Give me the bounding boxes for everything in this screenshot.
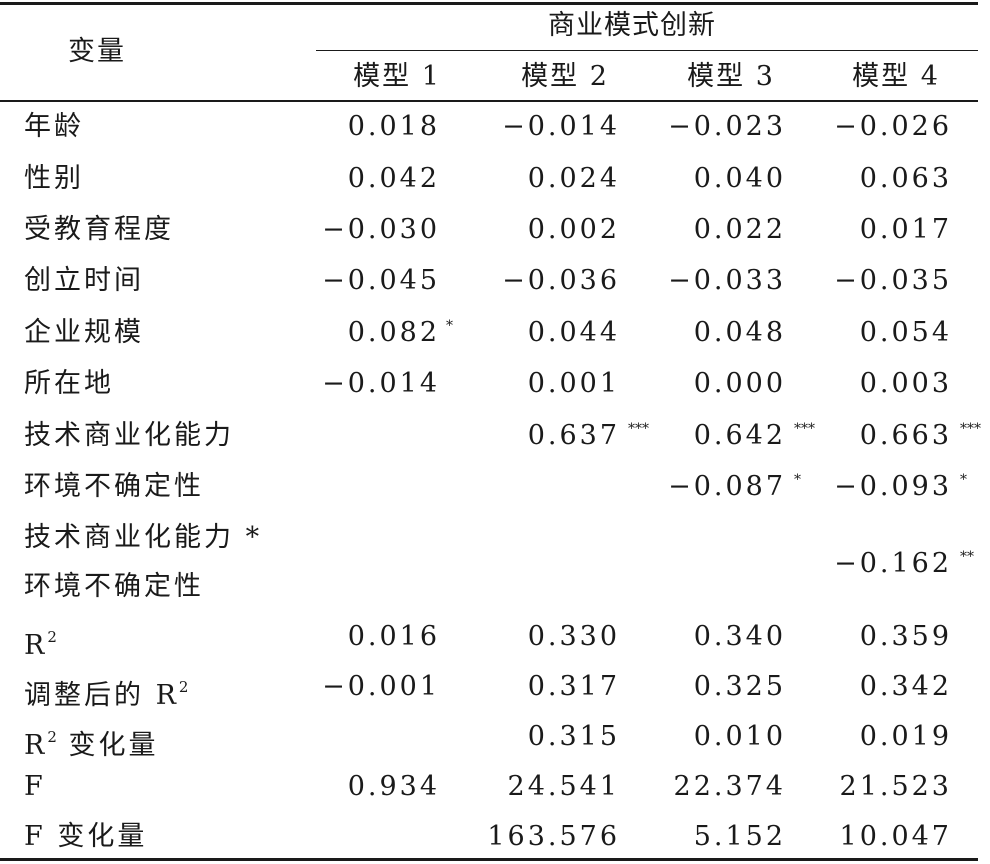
row-label-text: 环境不确定性 [24, 471, 204, 502]
row-label: R2 变化量 [24, 720, 158, 763]
row-label: 性别 [24, 162, 84, 196]
row-label: 调整后的 R2 [24, 670, 188, 713]
row-label-line2: 环境不确定性 [24, 571, 204, 602]
row-label-superscript: 2 [47, 628, 57, 646]
row-label-text: R [24, 730, 48, 761]
table-cell: −0.045 [322, 265, 440, 296]
model-header: 模型 2 [521, 61, 609, 92]
table-cell: 0.359 [859, 621, 952, 652]
table-cell: 0.040 [693, 163, 786, 194]
table-cell: 0.024 [527, 163, 620, 194]
significance-marker: *** [960, 421, 981, 437]
table-cell: 0.934 [347, 771, 440, 802]
group-underline [316, 50, 978, 51]
table-cell: 0.317 [527, 671, 620, 702]
row-label-text: 年龄 [24, 111, 84, 142]
row-label: 环境不确定性 [24, 470, 204, 504]
row-label-text: 调整后的 R [24, 680, 179, 711]
row-label-text: 企业规模 [24, 317, 144, 348]
variable-header: 变量 [68, 36, 126, 67]
table-cell: 22.374 [673, 771, 786, 802]
table-cell: 0.018 [347, 111, 440, 142]
table-cell: −0.162 [834, 548, 952, 579]
table-cell: 0.016 [347, 621, 440, 652]
header-rule [0, 100, 978, 102]
significance-marker: *** [794, 421, 815, 437]
table-cell: 0.000 [693, 368, 786, 399]
row-label-text: 技术商业化能力 [24, 420, 234, 451]
row-label: F 变化量 [24, 820, 147, 854]
row-label-text: 性别 [24, 163, 84, 194]
table-cell: −0.001 [322, 671, 440, 702]
row-label-superscript: 2 [178, 678, 189, 696]
table-cell: −0.035 [834, 265, 952, 296]
top-rule [0, 2, 978, 5]
table-cell: −0.030 [322, 214, 440, 245]
table-cell: 0.342 [859, 671, 952, 702]
table-cell: 0.663 [859, 420, 952, 451]
table-cell: −0.023 [668, 111, 786, 142]
table-cell: 0.042 [347, 163, 440, 194]
table-cell: 0.044 [527, 317, 620, 348]
row-label: 所在地 [24, 367, 114, 401]
table-cell: 0.315 [527, 721, 620, 752]
bottom-rule [0, 858, 978, 861]
table-cell: 0.330 [527, 621, 620, 652]
table-cell: −0.014 [502, 111, 620, 142]
table-cell: 163.576 [487, 821, 620, 852]
row-label: 技术商业化能力 * [24, 521, 262, 555]
row-label-superscript: 2 [47, 728, 57, 746]
table-cell: 0.340 [693, 621, 786, 652]
table-cell: 0.082 [347, 317, 440, 348]
row-label-suffix: 变化量 [56, 730, 159, 761]
significance-marker: ** [960, 549, 974, 565]
table-cell: −0.033 [668, 265, 786, 296]
table-cell: 0.642 [693, 420, 786, 451]
row-label: F [24, 770, 46, 804]
table-cell: 0.001 [527, 368, 620, 399]
group-header: 商业模式创新 [548, 10, 716, 41]
table-cell: 24.541 [507, 771, 620, 802]
table-cell: 0.003 [859, 368, 952, 399]
row-label: 创立时间 [24, 264, 144, 298]
significance-marker: * [794, 472, 801, 488]
table-cell: −0.036 [502, 265, 620, 296]
table-cell: 0.022 [693, 214, 786, 245]
table-cell: −0.026 [834, 111, 952, 142]
table-cell: 0.010 [693, 721, 786, 752]
table-cell: −0.087 [668, 471, 786, 502]
table-cell: 0.002 [527, 214, 620, 245]
significance-marker: *** [628, 421, 649, 437]
row-label: 企业规模 [24, 316, 144, 350]
table-cell: 0.637 [527, 420, 620, 451]
table-cell: 0.325 [693, 671, 786, 702]
row-label-text: 受教育程度 [24, 214, 174, 245]
table-cell: 0.048 [693, 317, 786, 348]
table-cell: 0.017 [859, 214, 952, 245]
table-cell: −0.014 [322, 368, 440, 399]
table-cell: 0.063 [859, 163, 952, 194]
significance-marker: * [446, 318, 453, 334]
row-label: R2 [24, 620, 57, 663]
row-label-text: 技术商业化能力 * [24, 522, 263, 553]
table-cell: 0.019 [859, 721, 952, 752]
row-label: 年龄 [24, 110, 84, 144]
row-label-text: F [24, 771, 46, 802]
row-label-text: 创立时间 [24, 265, 144, 296]
model-header: 模型 1 [353, 61, 441, 92]
row-label-text: 所在地 [24, 368, 114, 399]
row-label: 受教育程度 [24, 213, 174, 247]
table-cell: 10.047 [839, 821, 952, 852]
row-label-text: F 变化量 [24, 821, 148, 852]
table-cell: 21.523 [839, 771, 952, 802]
significance-marker: * [960, 472, 967, 488]
table-cell: −0.093 [834, 471, 952, 502]
table-cell: 5.152 [693, 821, 786, 852]
model-header: 模型 4 [852, 61, 940, 92]
row-label: 技术商业化能力 [24, 419, 234, 453]
row-label-text: R [24, 630, 48, 661]
model-header: 模型 3 [687, 61, 775, 92]
table-cell: 0.054 [859, 317, 952, 348]
